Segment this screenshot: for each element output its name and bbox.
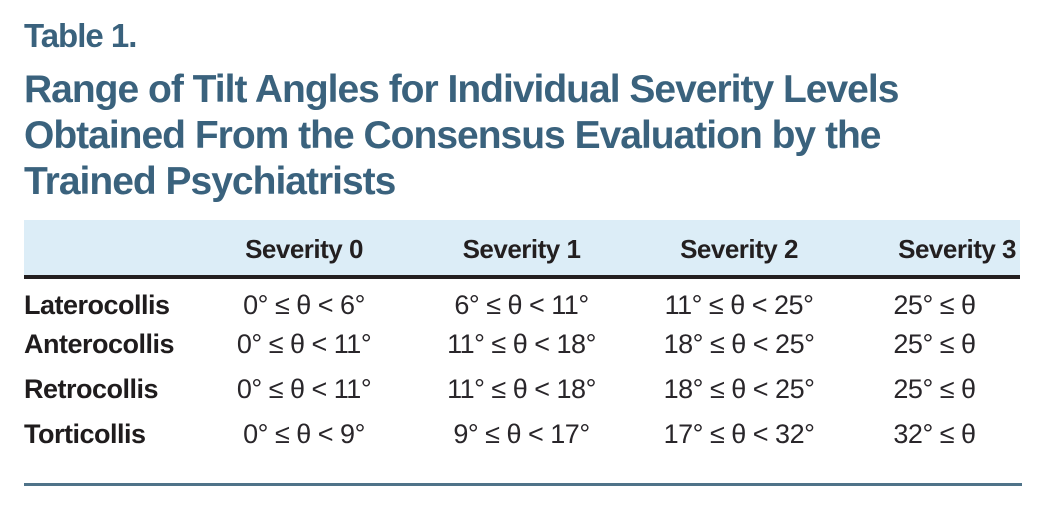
cell-anterocollis-severity-2: 18° ≤ θ < 25° (663, 329, 815, 360)
cell-torticollis-severity-2: 17° ≤ θ < 32° (663, 419, 815, 450)
row-label-laterocollis: Laterocollis (24, 290, 170, 321)
table-bottom-rule (24, 483, 1022, 487)
cell-torticollis-severity-0: 0° ≤ θ < 9° (243, 419, 365, 450)
cell-retrocollis-severity-1: 11° ≤ θ < 18° (447, 374, 596, 405)
table-row-anterocollis: Anterocollis 0° ≤ θ < 11° 11° ≤ θ < 18° … (24, 322, 1020, 367)
column-header-severity-3: Severity 3 (849, 220, 1020, 280)
cell-retrocollis-severity-2: 18° ≤ θ < 25° (663, 374, 815, 405)
column-header-severity-0: Severity 0 (194, 220, 414, 280)
column-header-empty (24, 220, 194, 280)
cell-retrocollis-severity-3: 25° ≤ θ (893, 374, 976, 405)
cell-laterocollis-severity-0: 0° ≤ θ < 6° (243, 290, 365, 321)
cell-torticollis-severity-1: 9° ≤ θ < 17° (453, 419, 590, 450)
row-label-torticollis: Torticollis (24, 419, 146, 450)
row-label-anterocollis: Anterocollis (24, 329, 175, 360)
table-title-line-1: Range of Tilt Angles for Individual Seve… (24, 68, 899, 112)
cell-anterocollis-severity-0: 0° ≤ θ < 11° (236, 329, 372, 360)
table-title-line-2: Obtained From the Consensus Evaluation b… (24, 114, 881, 158)
table-header-row: Severity 0 Severity 1 Severity 2 Severit… (24, 220, 1020, 280)
table-title-line-3: Trained Psychiatrists (24, 160, 396, 204)
column-header-severity-2: Severity 2 (629, 220, 849, 280)
table-title: Range of Tilt Angles for Individual Seve… (24, 67, 1020, 205)
table-row-laterocollis: Laterocollis 0° ≤ θ < 6° 6° ≤ θ < 11° 11… (24, 277, 1020, 322)
cell-anterocollis-severity-1: 11° ≤ θ < 18° (447, 329, 596, 360)
table-row-retrocollis: Retrocollis 0° ≤ θ < 11° 11° ≤ θ < 18° 1… (24, 367, 1020, 412)
table-row-torticollis: Torticollis 0° ≤ θ < 9° 9° ≤ θ < 17° 17°… (24, 412, 1020, 457)
cell-retrocollis-severity-0: 0° ≤ θ < 11° (236, 374, 372, 405)
row-label-retrocollis: Retrocollis (24, 374, 159, 405)
severity-range-table: Severity 0 Severity 1 Severity 2 Severit… (24, 220, 1020, 457)
cell-laterocollis-severity-1: 6° ≤ θ < 11° (454, 290, 589, 321)
cell-torticollis-severity-3: 32° ≤ θ (893, 419, 976, 450)
cell-laterocollis-severity-2: 11° ≤ θ < 25° (664, 290, 814, 321)
column-header-severity-1: Severity 1 (414, 220, 629, 280)
table-number-label: Table 1. (24, 17, 137, 54)
cell-laterocollis-severity-3: 25° ≤ θ (893, 290, 976, 321)
cell-anterocollis-severity-3: 25° ≤ θ (893, 329, 976, 360)
